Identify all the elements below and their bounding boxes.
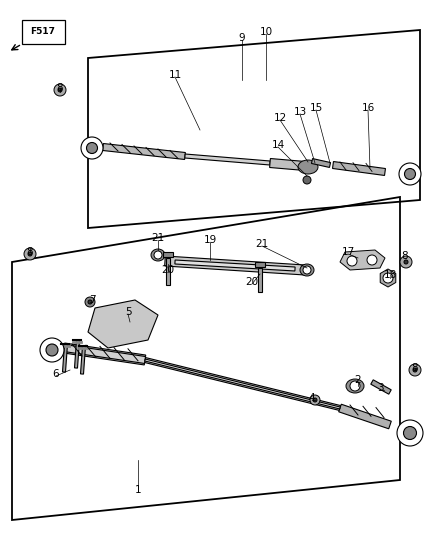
Circle shape: [303, 266, 311, 274]
Polygon shape: [88, 300, 158, 348]
Circle shape: [347, 256, 357, 266]
Polygon shape: [145, 359, 340, 409]
Polygon shape: [371, 380, 391, 394]
Polygon shape: [145, 358, 341, 410]
Text: 8: 8: [57, 83, 64, 93]
Circle shape: [350, 381, 360, 391]
Text: 18: 18: [383, 270, 397, 280]
Circle shape: [310, 395, 320, 405]
Text: 19: 19: [203, 235, 217, 245]
Text: 20: 20: [162, 265, 175, 275]
Circle shape: [85, 297, 95, 307]
Text: 13: 13: [293, 107, 307, 117]
Circle shape: [88, 300, 92, 304]
Polygon shape: [258, 268, 262, 292]
Circle shape: [24, 248, 36, 260]
Text: 7: 7: [88, 295, 95, 305]
Polygon shape: [74, 340, 79, 368]
Text: 10: 10: [259, 27, 272, 37]
Text: 8: 8: [402, 251, 408, 261]
Text: 2: 2: [355, 375, 361, 385]
Circle shape: [54, 84, 66, 96]
Text: 14: 14: [272, 140, 285, 150]
Circle shape: [367, 255, 377, 265]
Polygon shape: [185, 154, 270, 165]
Circle shape: [404, 260, 408, 264]
Polygon shape: [163, 252, 173, 256]
Polygon shape: [380, 269, 396, 287]
Polygon shape: [81, 346, 85, 374]
Circle shape: [413, 368, 417, 372]
Circle shape: [81, 137, 103, 159]
Text: 1: 1: [135, 485, 141, 495]
Circle shape: [28, 252, 32, 256]
Polygon shape: [255, 262, 265, 266]
Text: F517: F517: [31, 28, 56, 36]
Text: 11: 11: [168, 70, 182, 80]
Circle shape: [405, 168, 416, 180]
Circle shape: [409, 364, 421, 376]
Polygon shape: [102, 143, 185, 159]
Ellipse shape: [298, 160, 318, 174]
Polygon shape: [332, 161, 385, 175]
Polygon shape: [64, 344, 145, 364]
Text: 21: 21: [255, 239, 268, 249]
Ellipse shape: [151, 249, 165, 261]
Text: 8: 8: [27, 247, 33, 257]
Polygon shape: [22, 20, 65, 44]
Polygon shape: [63, 344, 67, 372]
Circle shape: [403, 426, 417, 440]
Polygon shape: [311, 158, 331, 167]
Text: 21: 21: [152, 233, 165, 243]
Text: 4: 4: [309, 393, 315, 403]
Ellipse shape: [300, 264, 314, 276]
Circle shape: [58, 88, 62, 92]
Polygon shape: [63, 343, 146, 365]
Polygon shape: [175, 260, 295, 271]
Text: 17: 17: [341, 247, 355, 257]
Circle shape: [303, 176, 311, 184]
Text: 15: 15: [309, 103, 323, 113]
Circle shape: [313, 398, 317, 402]
Text: 12: 12: [273, 113, 286, 123]
Polygon shape: [339, 404, 391, 429]
Circle shape: [383, 273, 393, 283]
Circle shape: [46, 344, 58, 356]
Circle shape: [40, 338, 64, 362]
Polygon shape: [165, 256, 305, 275]
Text: 9: 9: [239, 33, 245, 43]
Text: 8: 8: [412, 363, 418, 373]
Circle shape: [86, 142, 98, 154]
Polygon shape: [270, 158, 305, 171]
Polygon shape: [166, 258, 170, 285]
Circle shape: [397, 420, 423, 446]
Text: 16: 16: [361, 103, 374, 113]
Polygon shape: [340, 250, 385, 270]
Ellipse shape: [346, 379, 364, 393]
Circle shape: [154, 251, 162, 259]
Circle shape: [399, 163, 421, 185]
Text: 3: 3: [377, 383, 383, 393]
Text: 5: 5: [125, 307, 131, 317]
Text: 20: 20: [245, 277, 258, 287]
Circle shape: [400, 256, 412, 268]
Text: 6: 6: [53, 369, 59, 379]
